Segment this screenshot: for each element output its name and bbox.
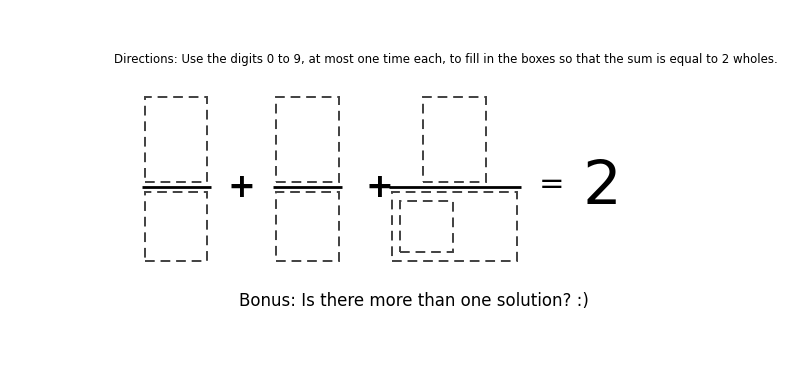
Text: =: = bbox=[539, 170, 565, 199]
Bar bbox=[145, 193, 208, 261]
Bar bbox=[276, 193, 339, 261]
Bar bbox=[145, 96, 208, 182]
Text: +: + bbox=[228, 171, 256, 204]
Text: Directions: Use the digits 0 to 9, at most one time each, to fill in the boxes s: Directions: Use the digits 0 to 9, at mo… bbox=[113, 53, 777, 66]
Bar bbox=[276, 96, 339, 182]
Text: 2: 2 bbox=[583, 158, 621, 217]
Bar bbox=[392, 193, 517, 261]
Bar bbox=[400, 201, 453, 253]
Text: Bonus: Is there more than one solution? :): Bonus: Is there more than one solution? … bbox=[239, 292, 589, 310]
Bar bbox=[423, 96, 486, 182]
Text: +: + bbox=[366, 171, 393, 204]
